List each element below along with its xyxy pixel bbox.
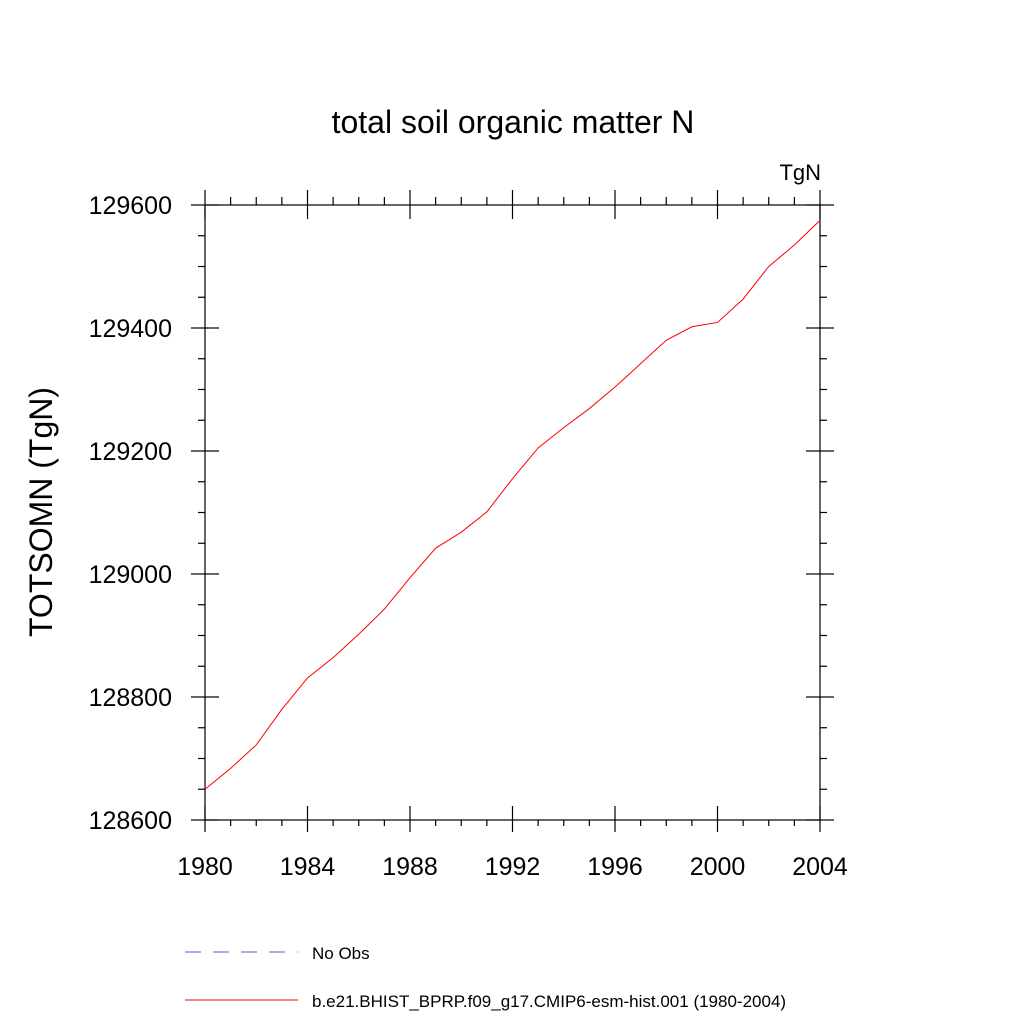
x-tick-label: 2000 [690, 853, 746, 881]
plot-frame [204, 204, 821, 821]
x-tick-label: 1992 [485, 853, 541, 881]
legend-label-no-obs: No Obs [312, 944, 370, 963]
series-line [204, 220, 821, 790]
y-tick-label: 128600 [89, 807, 172, 835]
legend: No Obs b.e21.BHIST_BPRP.f09_g17.CMIP6-es… [185, 944, 786, 1011]
y-tick-label: 129400 [89, 315, 172, 343]
axis-ticks [191, 190, 834, 832]
y-tick-label: 129600 [89, 192, 172, 220]
x-tick-label: 1988 [382, 853, 438, 881]
tick-labels: 1980 1984 1988 1992 1996 2000 2004 128600 128800… [89, 192, 848, 881]
x-tick-label: 2004 [792, 853, 848, 881]
units-label: TgN [779, 160, 821, 185]
y-axis-label: TOTSOMN (TgN) [23, 387, 59, 637]
y-tick-label: 129200 [89, 438, 172, 466]
y-tick-label: 129000 [89, 561, 172, 589]
legend-label-model: b.e21.BHIST_BPRP.f09_g17.CMIP6-esm-hist.… [312, 992, 786, 1011]
x-tick-label: 1984 [280, 853, 336, 881]
series-layer [204, 220, 821, 790]
x-tick-label: 1996 [587, 853, 643, 881]
y-tick-label: 128800 [89, 684, 172, 712]
chart-title: total soil organic matter N [332, 104, 695, 140]
x-tick-label: 1980 [177, 853, 233, 881]
